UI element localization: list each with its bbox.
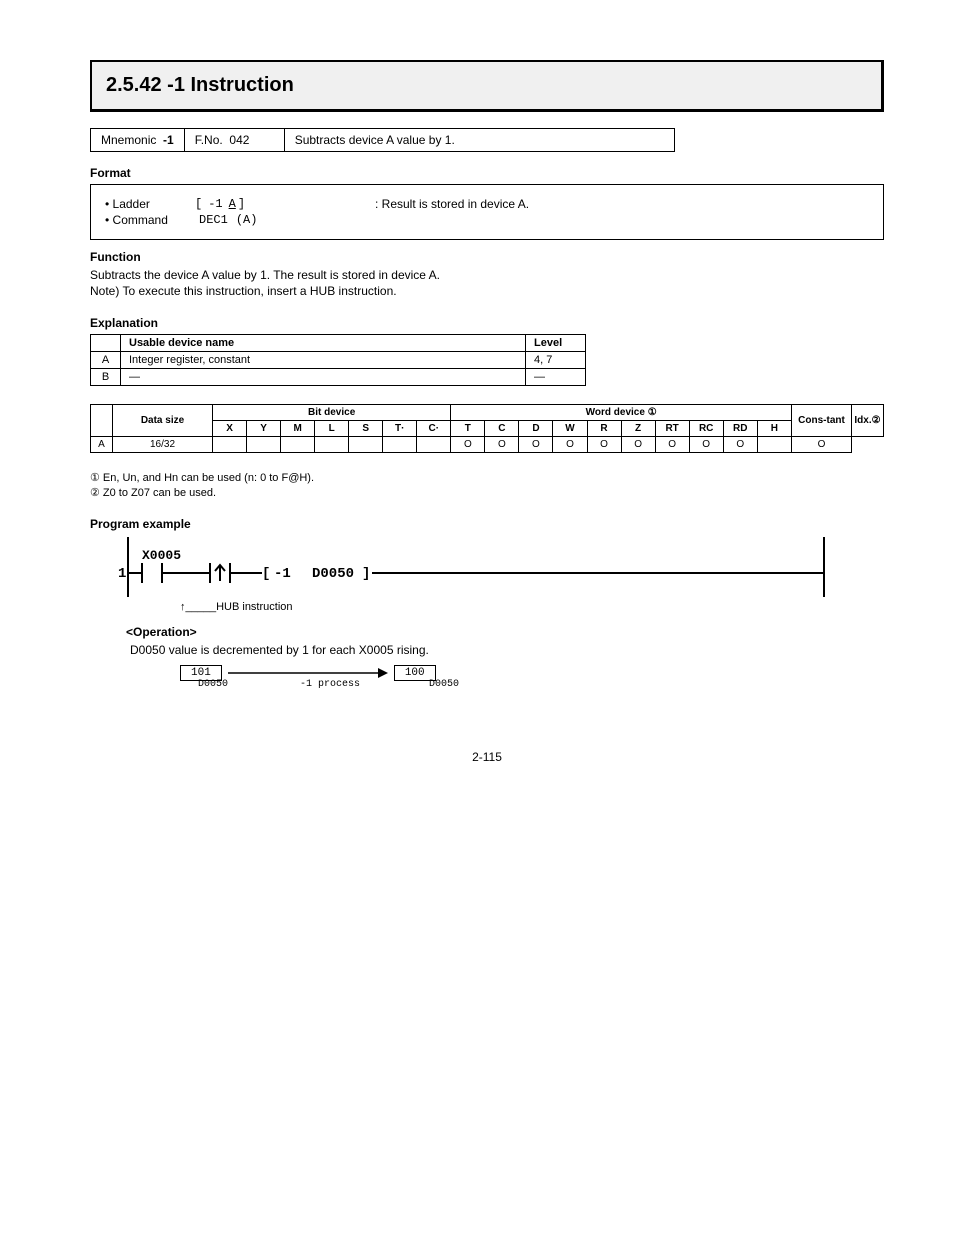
- g3-7: [383, 437, 417, 453]
- device-grid: Data size Bit device Word device ① Cons-…: [90, 404, 884, 453]
- instruction-desc: Subtracts device A value by 1.: [284, 129, 674, 152]
- svg-text:]: ]: [362, 566, 370, 582]
- ladder-diagram: 1 X0005 [ -1 D0050 ]: [114, 537, 834, 597]
- gh2-14: Z: [621, 421, 655, 437]
- svg-text:[: [: [262, 566, 270, 582]
- gh2-3: Y: [247, 421, 281, 437]
- gh2-13: R: [587, 421, 621, 437]
- diagram-dst-label: D0050: [414, 679, 474, 690]
- ladder-note: : Result is stored in device A.: [375, 197, 529, 211]
- g3-13: O: [587, 437, 621, 453]
- grid-note-2: ② Z0 to Z07 can be used.: [90, 486, 884, 499]
- g3-8: [417, 437, 451, 453]
- dev-r1c1: —: [121, 369, 526, 386]
- gh2-5: L: [315, 421, 349, 437]
- gh-worddev: Word device ①: [451, 405, 792, 421]
- page-number: 2-115: [90, 750, 884, 764]
- g3-6: [349, 437, 383, 453]
- g3-18: [757, 437, 791, 453]
- ladder-bracket-r: ]: [238, 197, 245, 211]
- ladder-bracket-l: [: [195, 197, 202, 211]
- g3-19: O: [792, 437, 852, 453]
- diagram-src-label: D0050: [180, 679, 246, 690]
- dev-h0: [91, 335, 121, 352]
- ladder-arg: A: [229, 197, 236, 211]
- arrow-icon: [228, 666, 388, 680]
- operation-label: <Operation>: [126, 625, 884, 639]
- function-text: Subtracts the device A value by 1. The r…: [90, 268, 884, 282]
- gh2-18: H: [757, 421, 791, 437]
- ladder-step: 1: [118, 566, 126, 582]
- gh2-7: T·: [383, 421, 417, 437]
- grid-note-1: ① En, Un, and Hn can be used (n: 0 to F@…: [90, 471, 884, 484]
- function-label: Function: [90, 250, 884, 264]
- g3-2: [213, 437, 247, 453]
- g3-16: O: [689, 437, 723, 453]
- g3-5: [315, 437, 349, 453]
- cmd-mnem: DEC1: [199, 213, 228, 227]
- ladder-mnem: -1: [274, 566, 291, 582]
- dev-h1: Usable device name: [121, 335, 526, 352]
- g3-0: A: [91, 437, 113, 453]
- gh2-17: RD: [723, 421, 757, 437]
- ladder-mnem: -1: [208, 197, 222, 211]
- format-label: Format: [90, 166, 884, 180]
- mnemonic-label: Mnemonic: [101, 133, 156, 147]
- diagram-arrow-label: -1 process: [256, 679, 404, 690]
- section-title: 2.5.42 -1 Instruction: [106, 74, 294, 96]
- gh2-4: M: [281, 421, 315, 437]
- function-note: Note) To execute this instruction, inser…: [90, 284, 884, 298]
- gh2-9: T: [451, 421, 485, 437]
- g3-11: O: [519, 437, 553, 453]
- g3-4: [281, 437, 315, 453]
- ladder-dev: D0050: [312, 566, 354, 582]
- gh2-12: W: [553, 421, 587, 437]
- g3-17: O: [723, 437, 757, 453]
- dev-r1c2: —: [526, 369, 586, 386]
- ladder-contact1-label: X0005: [142, 548, 181, 563]
- operation-diagram: 101 100 D0050 -1 process D0050: [180, 665, 884, 690]
- gh2-16: RC: [689, 421, 723, 437]
- g3-15: O: [655, 437, 689, 453]
- cmd-format-label: • Command: [105, 213, 195, 227]
- gh2-8: C·: [417, 421, 451, 437]
- g3-3: [247, 437, 281, 453]
- gh-const: Cons-tant: [792, 405, 852, 437]
- gh-blank: [91, 405, 113, 437]
- gh2-11: D: [519, 421, 553, 437]
- gh-idx: Idx.②: [852, 405, 884, 437]
- gh2-2: X: [213, 421, 247, 437]
- gh-bitdev: Bit device: [213, 405, 451, 421]
- gh-datasize: Data size: [113, 405, 213, 437]
- explanation-label: Explanation: [90, 316, 884, 330]
- dev-r0c2: 4, 7: [526, 352, 586, 369]
- mnemonic-table: Mnemonic -1 F.No. 042 Subtracts device A…: [90, 128, 675, 152]
- fnno-value: 042: [229, 133, 249, 147]
- operation-text: D0050 value is decremented by 1 for each…: [130, 643, 884, 657]
- g3-1: 16/32: [113, 437, 213, 453]
- g3-10: O: [485, 437, 519, 453]
- program-example-label: Program example: [90, 517, 884, 531]
- dev-r1c0: B: [91, 369, 121, 386]
- section-header: 2.5.42 -1 Instruction: [90, 60, 884, 112]
- gh2-15: RT: [655, 421, 689, 437]
- hub-note: ↑_____HUB instruction: [180, 601, 884, 613]
- fnno-label: F.No.: [195, 133, 223, 147]
- dev-r0c0: A: [91, 352, 121, 369]
- cmd-arg: (A): [236, 213, 258, 227]
- gh2-10: C: [485, 421, 519, 437]
- mnemonic-value: -1: [163, 133, 174, 147]
- dev-h2: Level: [526, 335, 586, 352]
- g3-9: O: [451, 437, 485, 453]
- g3-14: O: [621, 437, 655, 453]
- g3-12: O: [553, 437, 587, 453]
- device-table: Usable device name Level A Integer regis…: [90, 334, 586, 386]
- ladder-format-label: • Ladder: [105, 197, 195, 211]
- gh2-6: S: [349, 421, 383, 437]
- format-box: • Ladder [ -1 A ] : Result is stored in …: [90, 184, 884, 240]
- dev-r0c1: Integer register, constant: [121, 352, 526, 369]
